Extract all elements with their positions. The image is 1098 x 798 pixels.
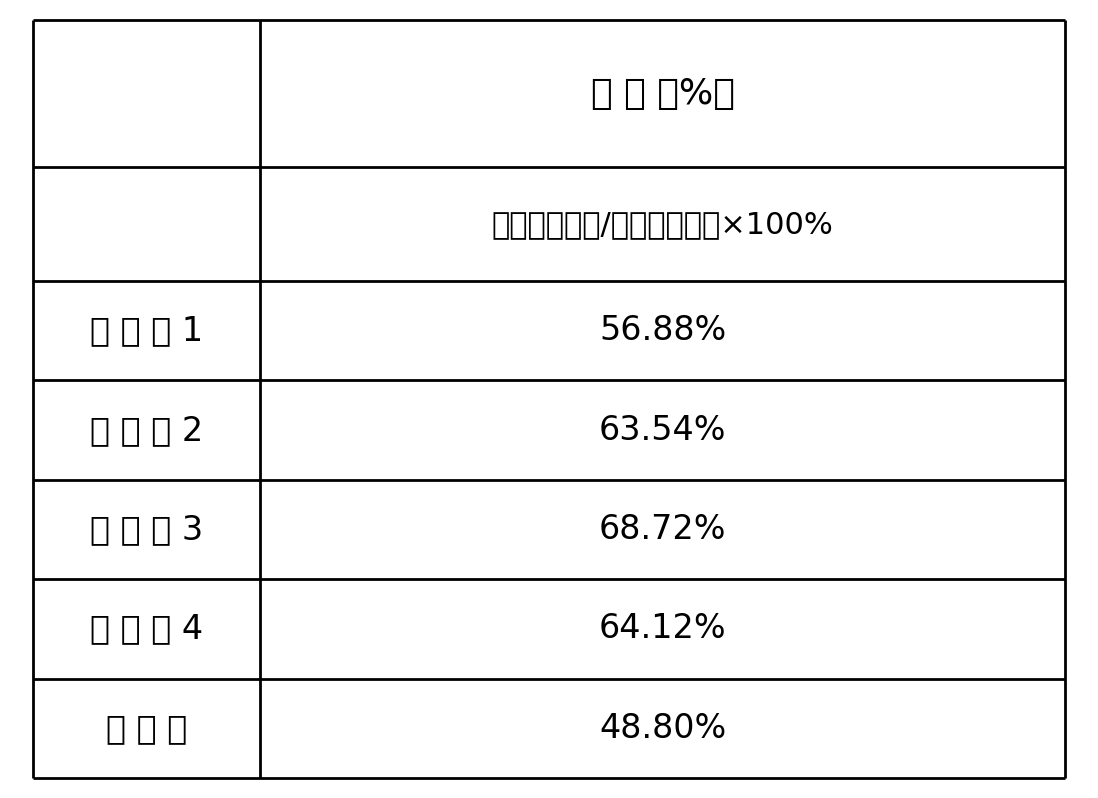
Text: 聚合物的产量/丙烯进料总量×100%: 聚合物的产量/丙烯进料总量×100% (492, 210, 833, 239)
Text: 68.72%: 68.72% (598, 513, 726, 546)
Text: 对 比 例: 对 比 例 (105, 712, 187, 745)
Text: 产 率 （%）: 产 率 （%） (591, 77, 735, 111)
Text: 实 施 例 3: 实 施 例 3 (90, 513, 203, 546)
Text: 64.12%: 64.12% (598, 612, 727, 646)
Text: 48.80%: 48.80% (598, 712, 726, 745)
Text: 实 施 例 2: 实 施 例 2 (90, 413, 203, 447)
Text: 63.54%: 63.54% (598, 413, 726, 447)
Text: 56.88%: 56.88% (598, 314, 726, 347)
Text: 实 施 例 1: 实 施 例 1 (90, 314, 203, 347)
Text: 实 施 例 4: 实 施 例 4 (90, 612, 203, 646)
